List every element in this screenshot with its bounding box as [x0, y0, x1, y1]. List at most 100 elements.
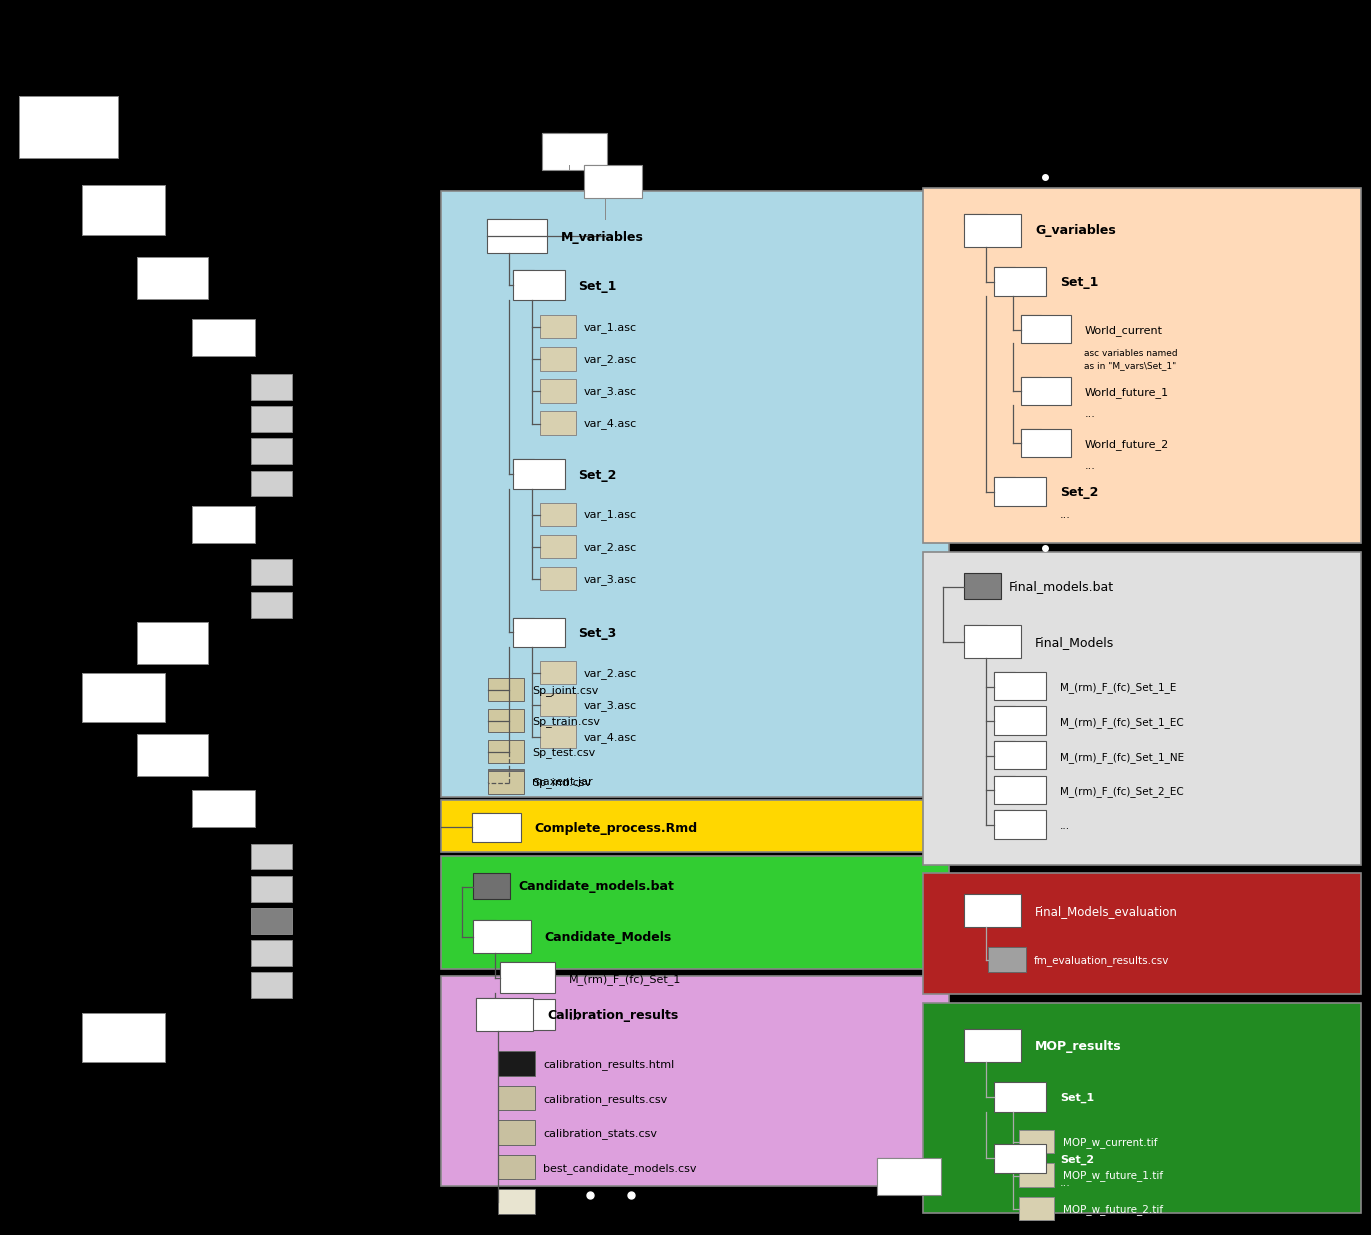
Text: maxent.jar: maxent.jar [532, 777, 592, 787]
Text: var_2.asc: var_2.asc [584, 354, 638, 364]
Text: ...: ... [1060, 510, 1071, 520]
Bar [923, 873, 1361, 994]
Bar [540, 503, 576, 526]
Bar [584, 165, 607, 175]
Text: Final_models.bat: Final_models.bat [1009, 580, 1115, 593]
Bar [82, 185, 165, 235]
Bar [964, 894, 1021, 927]
Text: var_4.asc: var_4.asc [584, 419, 638, 429]
Bar [964, 214, 1021, 247]
Bar [540, 315, 576, 338]
Bar [473, 920, 496, 930]
Text: var_3.asc: var_3.asc [584, 574, 638, 584]
Bar [994, 1144, 1046, 1173]
Text: Complete_process.Rmd: Complete_process.Rmd [535, 823, 698, 835]
Text: ...: ... [1084, 409, 1095, 419]
Bar [192, 790, 255, 827]
Bar [542, 133, 607, 170]
Text: World_future_2: World_future_2 [1084, 440, 1168, 450]
Bar [964, 1029, 1021, 1062]
Bar [964, 625, 987, 635]
Bar [487, 219, 511, 228]
Text: M_(rm)_F_(fc)_Set_1_NE: M_(rm)_F_(fc)_Set_1_NE [1060, 752, 1185, 762]
Bar [441, 191, 949, 797]
Bar [82, 1013, 165, 1062]
Text: M_(rm)_F_(fc)_Set_2_EC: M_(rm)_F_(fc)_Set_2_EC [1060, 787, 1183, 797]
Bar [994, 810, 1015, 819]
Text: Set_1: Set_1 [579, 280, 617, 293]
Text: asc variables named: asc variables named [1084, 348, 1178, 358]
Bar [994, 810, 1046, 839]
Text: Set_2: Set_2 [579, 469, 617, 482]
Bar [1021, 377, 1071, 405]
Text: ...: ... [1060, 821, 1069, 831]
Text: Set_3: Set_3 [579, 627, 617, 640]
Text: ...: ... [569, 1010, 581, 1023]
Bar [513, 270, 533, 279]
Text: G_variables: G_variables [1035, 225, 1116, 237]
Text: var_2.asc: var_2.asc [584, 668, 638, 678]
Bar [251, 406, 292, 432]
Text: Set_2: Set_2 [1060, 1155, 1094, 1165]
Bar [923, 552, 1361, 864]
Bar [251, 471, 292, 496]
Bar [251, 972, 292, 998]
Text: M_(rm)_F_(fc)_Set_1_EC: M_(rm)_F_(fc)_Set_1_EC [1060, 718, 1183, 727]
Bar [1021, 429, 1041, 437]
Bar [498, 1155, 535, 1179]
Bar [137, 257, 166, 269]
Bar [540, 693, 576, 716]
Bar [923, 188, 1361, 543]
Bar [1019, 1130, 1054, 1153]
Bar [137, 734, 166, 746]
Bar [251, 876, 292, 902]
Bar [488, 709, 524, 732]
Bar [82, 673, 165, 722]
Text: var_3.asc: var_3.asc [584, 700, 638, 710]
Bar [994, 706, 1015, 715]
Bar [994, 1144, 1015, 1152]
Bar [500, 999, 522, 1008]
Bar [542, 133, 568, 144]
Text: ...: ... [1060, 1178, 1071, 1188]
Bar [994, 776, 1015, 784]
Text: Candidate_Models: Candidate_Models [544, 931, 672, 944]
Text: var_1.asc: var_1.asc [584, 510, 638, 520]
Text: var_4.asc: var_4.asc [584, 732, 638, 742]
Bar [994, 741, 1046, 769]
Bar [923, 1003, 1361, 1213]
Bar [472, 813, 491, 821]
Text: calibration_results.csv: calibration_results.csv [543, 1094, 668, 1104]
Bar [513, 618, 533, 626]
Bar [137, 257, 208, 299]
Text: calibration_figure.png: calibration_figure.png [543, 1198, 665, 1208]
Bar [1021, 377, 1041, 385]
Bar [473, 873, 510, 899]
Bar [500, 962, 555, 993]
Bar [498, 1120, 535, 1145]
Bar [994, 776, 1046, 804]
Bar [877, 1158, 941, 1195]
Text: var_2.asc: var_2.asc [584, 542, 638, 552]
Bar [994, 1082, 1015, 1091]
Bar [441, 976, 949, 1186]
Bar [251, 374, 292, 400]
Bar [476, 998, 533, 1031]
Bar [513, 459, 533, 468]
Bar [498, 1086, 535, 1110]
Text: calibration_stats.csv: calibration_stats.csv [543, 1129, 657, 1139]
Bar [498, 1051, 535, 1076]
Text: Candidate_models.bat: Candidate_models.bat [518, 881, 675, 893]
Text: Calibration_results: Calibration_results [547, 1009, 679, 1021]
Bar [488, 740, 524, 763]
Bar [964, 573, 1001, 599]
Bar [192, 319, 255, 356]
Bar [994, 672, 1015, 680]
Text: Sp_test.csv: Sp_test.csv [532, 747, 595, 757]
Text: var_1.asc: var_1.asc [584, 322, 638, 332]
Text: Final_Models: Final_Models [1035, 636, 1115, 648]
Bar [488, 771, 524, 794]
Bar [1021, 429, 1071, 457]
Text: World_current: World_current [1084, 326, 1163, 336]
Bar [192, 790, 217, 802]
